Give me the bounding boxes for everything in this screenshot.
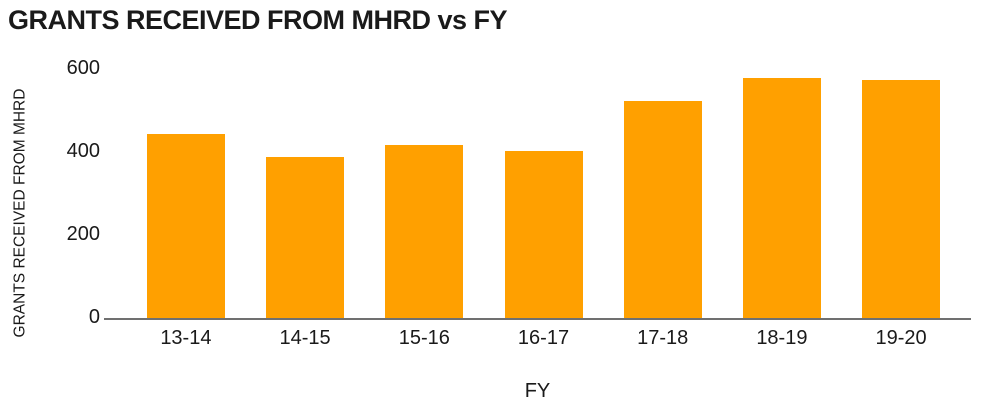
x-axis-label: FY	[524, 380, 551, 402]
bar-14-15	[266, 157, 345, 319]
x-tick-label: 13-14	[160, 327, 212, 349]
x-axis-line	[104, 318, 971, 320]
x-tick-label: 14-15	[279, 327, 331, 349]
x-tick-label: 15-16	[398, 327, 450, 349]
y-tick-label: 0	[88, 306, 100, 328]
chart-title: GRANTS RECEIVED FROM MHRD vs FY	[8, 5, 508, 35]
x-tick-label: 16-17	[517, 327, 570, 349]
x-tick-label: 19-20	[875, 327, 927, 349]
x-tick-label: 18-19	[756, 327, 808, 349]
x-tick-label: 17-18	[637, 327, 689, 349]
bar-16-17	[504, 151, 583, 319]
bar-13-14	[147, 134, 225, 319]
y-tick-label: 600	[66, 57, 100, 79]
bar-15-16	[385, 145, 464, 319]
bar-19-20	[862, 80, 941, 319]
bar-17-18	[623, 101, 702, 319]
y-tick-label: 400	[66, 140, 100, 162]
y-axis-label: GRANTS RECEIVED FROM MHRD	[11, 88, 29, 338]
y-tick-label: 200	[66, 223, 100, 245]
bar-18-19	[743, 78, 821, 319]
